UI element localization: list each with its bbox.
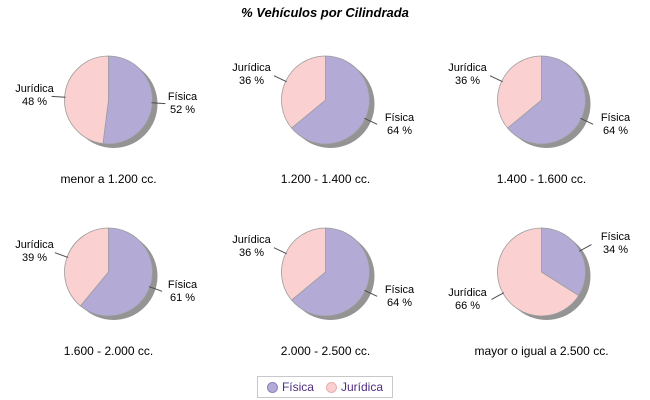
legend-label: Física bbox=[281, 380, 314, 394]
legend-dot-icon bbox=[266, 381, 278, 393]
pie-chart bbox=[51, 55, 166, 148]
pie-chart bbox=[54, 227, 163, 320]
slice-label: Jurídica 36 % bbox=[232, 234, 271, 260]
slice-label: Física 64 % bbox=[384, 283, 415, 309]
category-label: 1.400 - 1.600 cc. bbox=[496, 172, 587, 186]
pie-cell: Física 64 % Jurídica 36 % 2.000 - 2.500 cc… bbox=[217, 210, 434, 382]
category-label: mayor o igual a 2.500 cc. bbox=[474, 344, 609, 358]
pie-cell: Física 61 % Jurídica 39 % 1.600 - 2.000 cc… bbox=[0, 210, 217, 382]
pie-cell: Física 34 % Jurídica 66 % mayor o igual a … bbox=[433, 210, 650, 382]
slice-label: Jurídica 39 % bbox=[15, 239, 54, 265]
slice-label: Jurídica 36 % bbox=[232, 62, 271, 88]
legend-dot-icon bbox=[325, 381, 337, 393]
pie-cell: Física 52 % Jurídica 48 % menor a 1.200 cc… bbox=[0, 38, 217, 210]
legend-item: Física bbox=[266, 380, 314, 394]
pie-chart bbox=[273, 55, 378, 148]
pie-chart bbox=[491, 227, 592, 320]
pie-cell: Física 64 % Jurídica 36 % 1.400 - 1.600 cc… bbox=[433, 38, 650, 210]
category-label: 1.600 - 2.000 cc. bbox=[63, 344, 154, 358]
legend: Física Jurídica bbox=[256, 376, 394, 398]
legend-item: Jurídica bbox=[325, 380, 384, 394]
category-label: 1.200 - 1.400 cc. bbox=[280, 172, 371, 186]
category-label: 2.000 - 2.500 cc. bbox=[280, 344, 371, 358]
pie-chart bbox=[489, 55, 594, 148]
chart-title: % Vehículos por Cilindrada bbox=[241, 5, 409, 20]
slice-label: Física 52 % bbox=[167, 90, 198, 116]
pie-chart bbox=[273, 227, 378, 320]
slice-label: Física 61 % bbox=[167, 278, 198, 304]
slice-label: Jurídica 36 % bbox=[448, 62, 487, 88]
pie-cell: Física 64 % Jurídica 36 % 1.200 - 1.400 cc… bbox=[217, 38, 434, 210]
slice-label: Jurídica 66 % bbox=[448, 286, 487, 312]
slice-label: Jurídica 48 % bbox=[15, 83, 54, 109]
category-label: menor a 1.200 cc. bbox=[60, 172, 157, 186]
legend-label: Jurídica bbox=[340, 380, 384, 394]
slice-label: Física 34 % bbox=[600, 231, 631, 257]
slice-label: Física 64 % bbox=[384, 111, 415, 137]
slice-label: Física 64 % bbox=[600, 111, 631, 137]
